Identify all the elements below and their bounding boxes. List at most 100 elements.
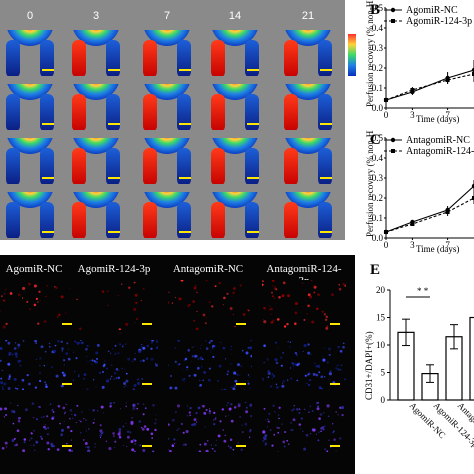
- scale-bar: [330, 445, 340, 447]
- x-tick-label-c-2: 7: [445, 240, 450, 250]
- y-tick-label-c-1: 0.1: [372, 213, 383, 223]
- scale-bar: [320, 69, 332, 71]
- data-point-c-1-2: [445, 210, 450, 214]
- y-tick-label-c-4: 0.4: [372, 153, 384, 163]
- panel-b-plot-area: 0.0 0.1 0.2 0.3 0.4 0.5 0 3 7: [372, 3, 474, 120]
- fluorescence-image-r0-c3: [262, 280, 346, 330]
- data-point-c-1-1: [410, 222, 415, 226]
- laser-image-r2-c4: [278, 138, 338, 184]
- scale-bar: [330, 383, 340, 385]
- y-tick-label-e-0: 0: [381, 395, 386, 405]
- y-axis-label-b: Perfusion recovery (% non-HLI): [365, 0, 375, 107]
- scale-bar: [108, 231, 120, 233]
- legend-marker-antagomir-124: [391, 149, 395, 153]
- fluorescence-image-r1-c2: [168, 340, 252, 390]
- fluorescence-image-r1-c0: [0, 340, 78, 390]
- bar-e-3: [469, 316, 474, 401]
- x-tick-label-b-2: 7: [445, 110, 450, 120]
- fluorescence-image-r2-c3: [262, 402, 346, 452]
- scale-bar: [142, 445, 152, 447]
- scale-bar: [108, 177, 120, 179]
- laser-image-r0-c4: [278, 30, 338, 76]
- laser-image-r0-c3: [205, 30, 265, 76]
- y-axis-label-c: Perfusion recovery (% non-HLI): [365, 130, 375, 237]
- x-tick-label-c-0: 0: [384, 240, 389, 250]
- series-line-c-0: [385, 185, 474, 233]
- scale-bar: [320, 177, 332, 179]
- scale-bar: [62, 383, 72, 385]
- data-point-c-1-0: [384, 230, 388, 234]
- panel-c-plot-area: 0.0 0.1 0.2 0.3 0.4 0.5 0 3 7: [372, 133, 474, 250]
- scale-bar: [236, 383, 246, 385]
- x-tick-label-c-1: 3: [410, 240, 415, 250]
- data-point-c-0-3: [471, 183, 474, 189]
- panel-letter-e: E: [370, 262, 381, 278]
- scale-bar: [42, 231, 54, 233]
- y-tick-label-b-2: 0.2: [372, 63, 383, 73]
- y-tick-label-b-0: 0.0: [372, 103, 384, 113]
- scale-bar: [320, 123, 332, 125]
- y-tick-label-b-4: 0.4: [372, 23, 384, 33]
- legend-marker-agomir-124: [391, 19, 395, 23]
- y-tick-label-c-5: 0.5: [372, 133, 384, 143]
- panel-e-chart: CD31+/DAPI+(%) * * 05101520AgomiR-NCAgom…: [364, 285, 474, 450]
- laser-image-r3-c2: [137, 192, 197, 238]
- scale-bar: [62, 323, 72, 325]
- laser-image-r3-c1: [66, 192, 126, 238]
- scale-bar: [42, 69, 54, 71]
- legend-marker-agomir-nc: [390, 7, 396, 13]
- laser-image-r3-c0: [0, 192, 60, 238]
- fluorescence-image-r2-c0: [0, 402, 78, 452]
- scale-bar: [108, 69, 120, 71]
- fluorescence-image-r0-c0: [0, 280, 78, 330]
- panel-letter-c: C: [370, 132, 381, 148]
- fluorescence-image-r1-c3: [262, 340, 346, 390]
- legend-label-agomir-124: AgomiR-124-3p: [406, 16, 472, 27]
- data-point-b-1-1: [410, 88, 415, 92]
- laser-image-r1-c2: [137, 84, 197, 130]
- panel-letter-b: B: [370, 2, 381, 18]
- day-label-14: 14: [228, 10, 242, 22]
- panel-b-chart: AgomiR-NC AgomiR-124-3p Perfusion recove…: [365, 0, 474, 124]
- scale-bar: [42, 177, 54, 179]
- y-tick-label-c-0: 0.0: [372, 233, 384, 243]
- y-tick-label-e-1: 5: [381, 368, 386, 378]
- significance-marker: * *: [417, 286, 429, 296]
- column-title-agomir-nc: AgomiR-NC: [5, 263, 63, 275]
- day-label-0: 0: [26, 10, 34, 22]
- laser-image-r2-c2: [137, 138, 197, 184]
- laser-image-r0-c1: [66, 30, 126, 76]
- scale-bar: [179, 69, 191, 71]
- y-tick-label-b-3: 0.3: [372, 43, 384, 53]
- scale-bar: [236, 323, 246, 325]
- scale-bar: [247, 123, 259, 125]
- laser-image-r1-c3: [205, 84, 265, 130]
- laser-image-r3-c4: [278, 192, 338, 238]
- legend-label-antagomir-nc: AntagomiR-NC: [406, 135, 470, 146]
- laser-image-r2-c1: [66, 138, 126, 184]
- y-axis-label-e: CD31+/DAPI+(%): [364, 331, 374, 400]
- y-tick-label-e-4: 20: [376, 285, 386, 295]
- scale-bar: [62, 445, 72, 447]
- column-title-antagomir-nc: AntagomiR-NC: [172, 263, 244, 275]
- x-axis-label-b: Time (days): [416, 114, 459, 124]
- fluorescence-image-r2-c1: [74, 402, 158, 452]
- fluorescence-image-r0-c1: [74, 280, 158, 330]
- legend-label-agomir-nc: AgomiR-NC: [406, 5, 458, 16]
- laser-image-r3-c3: [205, 192, 265, 238]
- scale-bar: [142, 323, 152, 325]
- x-tick-label-b-1: 3: [410, 110, 415, 120]
- data-point-b-1-3: [472, 72, 474, 76]
- scale-bar: [320, 231, 332, 233]
- laser-image-r2-c0: [0, 138, 60, 184]
- y-tick-label-e-3: 15: [376, 313, 386, 323]
- data-point-b-0-3: [471, 67, 474, 73]
- panel-a-laser-grid: 0 3 7 14 21: [0, 0, 370, 240]
- panel-e-plot-area: 05101520AgomiR-NCAgomiR-124-3pAntagomiR-…: [376, 285, 474, 450]
- scale-bar: [179, 123, 191, 125]
- y-tick-label-e-2: 10: [376, 340, 386, 350]
- day-label-7: 7: [163, 10, 171, 22]
- scale-bar: [179, 177, 191, 179]
- day-label-21: 21: [301, 10, 315, 22]
- legend-label-antagomir-124: AntagomiR-124-3p: [406, 146, 474, 157]
